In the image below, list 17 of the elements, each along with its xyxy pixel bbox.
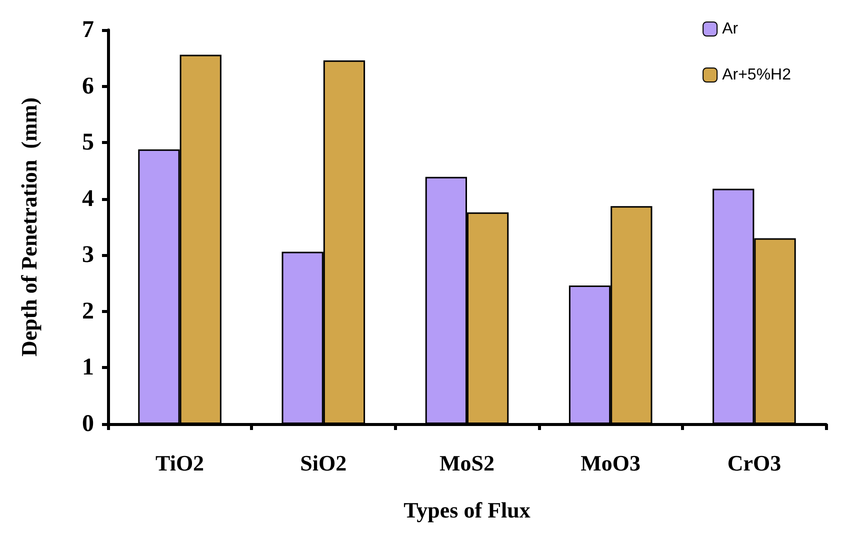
y-tick-label: 1 [82, 354, 94, 381]
x-axis-title: Types of Flux [404, 498, 530, 522]
y-tick-label: 6 [82, 73, 94, 100]
y-tick-label: 3 [82, 242, 94, 268]
legend-label: Ar+5%H2 [722, 66, 792, 84]
x-tick-label: SiO2 [300, 450, 347, 476]
y-tick-label: 2 [82, 298, 94, 324]
x-tick-label: TiO2 [156, 450, 204, 476]
y-axis-title: Depth of Penetration (mm) [16, 97, 42, 357]
y-tick-label: 4 [82, 186, 94, 212]
y-tick-label: 5 [82, 130, 94, 156]
y-tick-label: 0 [82, 411, 94, 437]
y-tick-label: 7 [82, 17, 94, 43]
x-tick-label: MoS2 [440, 450, 494, 476]
legend-label: Ar [722, 20, 739, 38]
x-tick-label: CrO3 [727, 450, 782, 476]
x-tick-label: MoO3 [580, 450, 641, 476]
